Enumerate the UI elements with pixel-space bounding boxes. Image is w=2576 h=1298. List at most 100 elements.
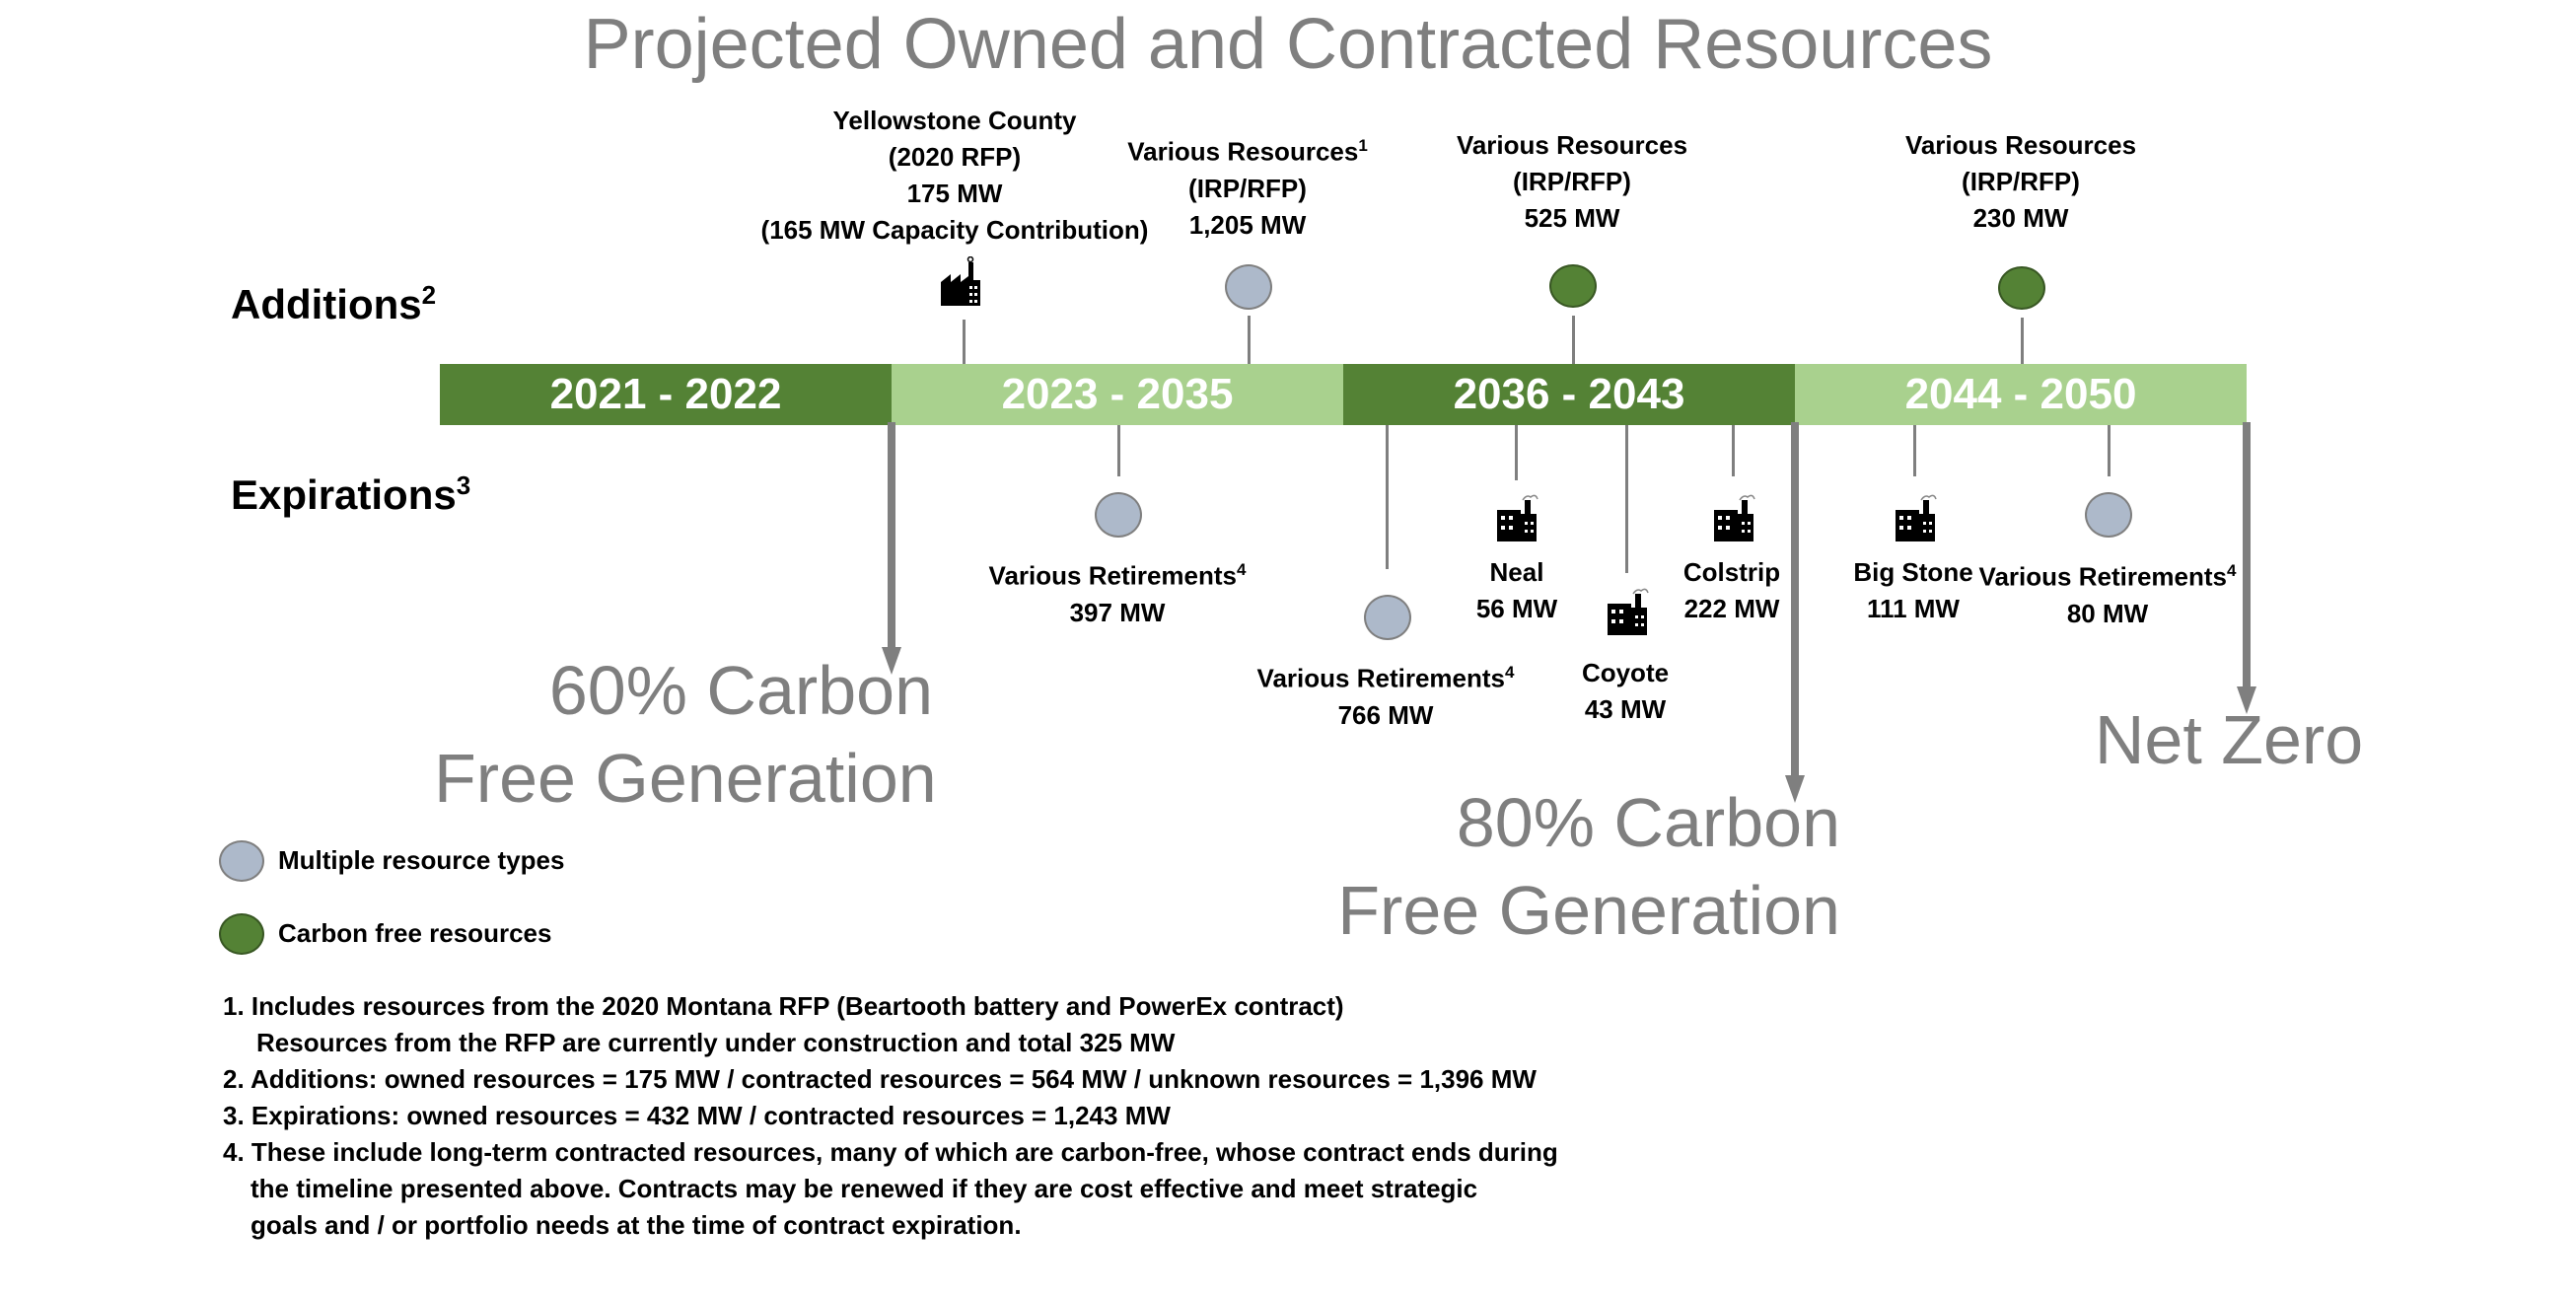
expiration-label-line: 80 MW bbox=[2066, 598, 2149, 628]
expirations-row-label: Expirations3 bbox=[231, 470, 470, 519]
factory-icon bbox=[1608, 588, 1649, 635]
legend-carbon-free-circle bbox=[219, 913, 264, 955]
connector-line bbox=[1732, 425, 1735, 476]
expiration-label-line: Various Retirements4 bbox=[989, 551, 1247, 595]
carbon-free-circle bbox=[1998, 266, 2045, 310]
expiration-label-line: Neal bbox=[1489, 557, 1544, 587]
connector-line bbox=[2108, 425, 2111, 476]
addition-label-line: (IRP/RFP) bbox=[1513, 167, 1631, 196]
additions-row-label: Additions2 bbox=[231, 280, 436, 328]
expirations-label-text: Expirations bbox=[231, 471, 457, 518]
addition-label-yellowstone: Yellowstone County (2020 RFP) 175 MW (16… bbox=[761, 103, 1149, 249]
addition-label-line: Yellowstone County bbox=[832, 106, 1077, 135]
addition-label-line: Various Resources bbox=[1904, 130, 2137, 160]
multiple-resource-circle bbox=[1095, 492, 1142, 538]
footnote-line: goals and / or portfolio needs at the ti… bbox=[250, 1210, 1022, 1240]
additions-footnote-ref: 2 bbox=[421, 280, 437, 310]
legend-multiple-circle bbox=[219, 840, 264, 882]
goal-line: Free Generation bbox=[1337, 872, 1840, 949]
expiration-label-coyote: Coyote 43 MW bbox=[1582, 655, 1669, 728]
expiration-label-line: Various Retirements4 bbox=[1257, 654, 1515, 697]
period-band-2021-2022: 2021 - 2022 bbox=[440, 364, 892, 425]
legend-multiple-label: Multiple resource types bbox=[278, 845, 565, 875]
factory-icon bbox=[1497, 494, 1538, 541]
expiration-label-text: Various Retirements bbox=[1256, 663, 1505, 693]
expirations-footnote-ref: 3 bbox=[456, 470, 471, 500]
addition-label-line: Various Resources bbox=[1456, 130, 1688, 160]
period-band-2036-2043: 2036 - 2043 bbox=[1343, 364, 1795, 425]
addition-label-line: (IRP/RFP) bbox=[1962, 167, 2080, 196]
expiration-label-text: Various Retirements bbox=[1978, 561, 2227, 592]
goal-line: Net Zero bbox=[2094, 701, 2364, 778]
footnote-ref: 4 bbox=[1504, 663, 1515, 682]
multiple-resource-circle bbox=[1364, 595, 1411, 640]
expiration-label-text: Various Retirements bbox=[988, 560, 1237, 591]
legend-carbon-free-label: Carbon free resources bbox=[278, 918, 552, 948]
period-band-2023-2035: 2023 - 2035 bbox=[892, 364, 1343, 425]
addition-label-line: (IRP/RFP) bbox=[1188, 173, 1307, 203]
footnote-ref: 4 bbox=[2226, 561, 2237, 580]
connector-line bbox=[1913, 425, 1916, 476]
goal-line: 80% Carbon bbox=[1456, 784, 1840, 861]
connector-line bbox=[1117, 425, 1120, 476]
connector-line bbox=[1248, 316, 1251, 364]
expiration-label-colstrip: Colstrip 222 MW bbox=[1683, 554, 1780, 627]
addition-label-various-1: Various Resources1 (IRP/RFP) 1,205 MW bbox=[1127, 127, 1368, 244]
addition-label-various-2: Various Resources (IRP/RFP) 525 MW bbox=[1457, 127, 1687, 237]
footnote-line: 2. Additions: owned resources = 175 MW /… bbox=[223, 1064, 1537, 1094]
expiration-label-line: Colstrip bbox=[1682, 557, 1781, 587]
factory-icon bbox=[1714, 494, 1755, 541]
carbon-free-circle bbox=[1549, 264, 1597, 308]
expiration-label-line: 111 MW bbox=[1867, 594, 1960, 623]
footnote-line: the timeline presented above. Contracts … bbox=[250, 1174, 1478, 1203]
connector-line bbox=[1572, 316, 1575, 364]
expiration-label-neal: Neal 56 MW bbox=[1476, 554, 1557, 627]
goal-arrow-head bbox=[882, 647, 901, 675]
expiration-label-line: Various Retirements4 bbox=[1979, 552, 2237, 596]
expiration-label-various-3: Various Retirements4 80 MW bbox=[1979, 552, 2237, 632]
expiration-label-line: 766 MW bbox=[1337, 699, 1434, 730]
goal-line: Free Generation bbox=[434, 740, 937, 817]
goal-net-zero: Net Zero bbox=[2091, 696, 2367, 784]
factory-icon bbox=[1896, 494, 1937, 541]
addition-label-line: 230 MW bbox=[1972, 203, 2069, 233]
expiration-label-big-stone: Big Stone 111 MW bbox=[1853, 554, 1972, 627]
connector-line bbox=[963, 320, 966, 364]
addition-label-line: 1,205 MW bbox=[1188, 209, 1307, 240]
expiration-label-line: 397 MW bbox=[1069, 597, 1166, 627]
multiple-resource-circle bbox=[1225, 264, 1272, 310]
footnotes: 1. Includes resources from the 2020 Mont… bbox=[223, 988, 1558, 1244]
addition-label-line: 175 MW bbox=[906, 179, 1003, 208]
connector-line bbox=[1625, 425, 1628, 573]
goal-60-percent: 60% Carbon Free Generation bbox=[434, 647, 937, 823]
footnote-ref: 1 bbox=[1358, 136, 1368, 155]
addition-label-line: 525 MW bbox=[1524, 203, 1620, 233]
additions-label-text: Additions bbox=[231, 281, 422, 327]
connector-line bbox=[2021, 318, 2024, 364]
connector-line bbox=[1515, 425, 1518, 480]
footnote-line: 1. Includes resources from the 2020 Mont… bbox=[223, 991, 1344, 1021]
footnote-line: 4. These include long-term contracted re… bbox=[223, 1137, 1558, 1167]
addition-label-text: Various Resources bbox=[1127, 136, 1359, 167]
page-title: Projected Owned and Contracted Resources bbox=[583, 5, 1993, 84]
expiration-label-line: Big Stone bbox=[1853, 557, 1973, 587]
goal-line: 60% Carbon bbox=[548, 652, 933, 729]
connector-line bbox=[1386, 425, 1389, 569]
goal-80-percent: 80% Carbon Free Generation bbox=[1322, 779, 1840, 955]
expiration-label-line: 222 MW bbox=[1683, 594, 1780, 623]
multiple-resource-circle bbox=[2085, 492, 2132, 538]
addition-label-line: (2020 RFP) bbox=[888, 142, 1022, 172]
footnote-ref: 4 bbox=[1236, 560, 1247, 579]
period-band-2044-2050: 2044 - 2050 bbox=[1795, 364, 2247, 425]
goal-arrow-head bbox=[1785, 775, 1805, 803]
expiration-label-line: 56 MW bbox=[1475, 594, 1558, 623]
factory-icon bbox=[941, 256, 980, 306]
expiration-label-various-2: Various Retirements4 766 MW bbox=[1257, 654, 1515, 734]
addition-label-various-3: Various Resources (IRP/RFP) 230 MW bbox=[1905, 127, 2136, 237]
goal-arrow-head bbox=[2237, 686, 2256, 714]
addition-label-line: Various Resources1 bbox=[1127, 127, 1368, 171]
footnote-line: 3. Expirations: owned resources = 432 MW… bbox=[223, 1101, 1171, 1130]
addition-label-line: (165 MW Capacity Contribution) bbox=[760, 215, 1149, 245]
